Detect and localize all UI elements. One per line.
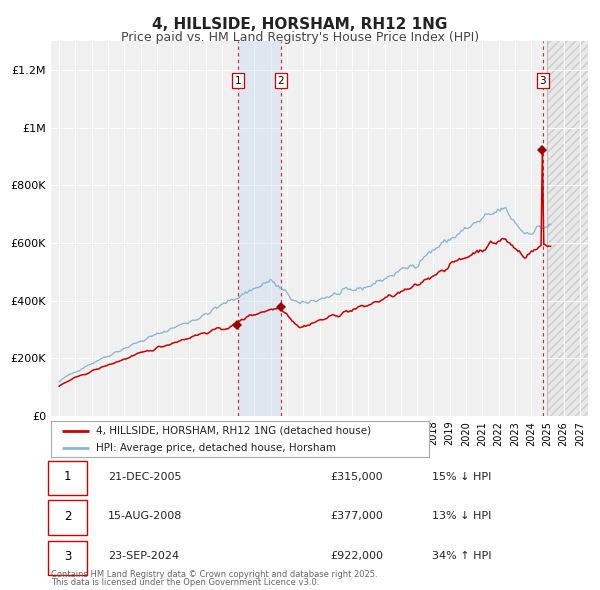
- Text: 4, HILLSIDE, HORSHAM, RH12 1NG (detached house): 4, HILLSIDE, HORSHAM, RH12 1NG (detached…: [97, 426, 371, 436]
- Text: Price paid vs. HM Land Registry's House Price Index (HPI): Price paid vs. HM Land Registry's House …: [121, 31, 479, 44]
- Text: 34% ↑ HPI: 34% ↑ HPI: [432, 551, 491, 561]
- Bar: [238, 41, 281, 416]
- Text: 4, HILLSIDE, HORSHAM, RH12 1NG: 4, HILLSIDE, HORSHAM, RH12 1NG: [152, 17, 448, 31]
- Text: 1: 1: [64, 470, 71, 483]
- Text: 3: 3: [539, 76, 546, 86]
- Text: 13% ↓ HPI: 13% ↓ HPI: [432, 511, 491, 521]
- Text: 23-SEP-2024: 23-SEP-2024: [108, 551, 179, 561]
- Bar: [547, 41, 600, 416]
- Text: HPI: Average price, detached house, Horsham: HPI: Average price, detached house, Hors…: [97, 443, 337, 453]
- Text: 3: 3: [64, 550, 71, 563]
- Text: 15-AUG-2008: 15-AUG-2008: [108, 511, 182, 521]
- Text: Contains HM Land Registry data © Crown copyright and database right 2025.: Contains HM Land Registry data © Crown c…: [51, 571, 377, 579]
- Text: 21-DEC-2005: 21-DEC-2005: [108, 471, 182, 481]
- Text: This data is licensed under the Open Government Licence v3.0.: This data is licensed under the Open Gov…: [51, 578, 319, 587]
- Text: 2: 2: [64, 510, 71, 523]
- Text: 15% ↓ HPI: 15% ↓ HPI: [432, 471, 491, 481]
- Text: £315,000: £315,000: [330, 471, 383, 481]
- Text: £922,000: £922,000: [330, 551, 383, 561]
- Bar: [547, 41, 600, 416]
- Text: 1: 1: [235, 76, 241, 86]
- Text: £377,000: £377,000: [330, 511, 383, 521]
- Text: 2: 2: [277, 76, 284, 86]
